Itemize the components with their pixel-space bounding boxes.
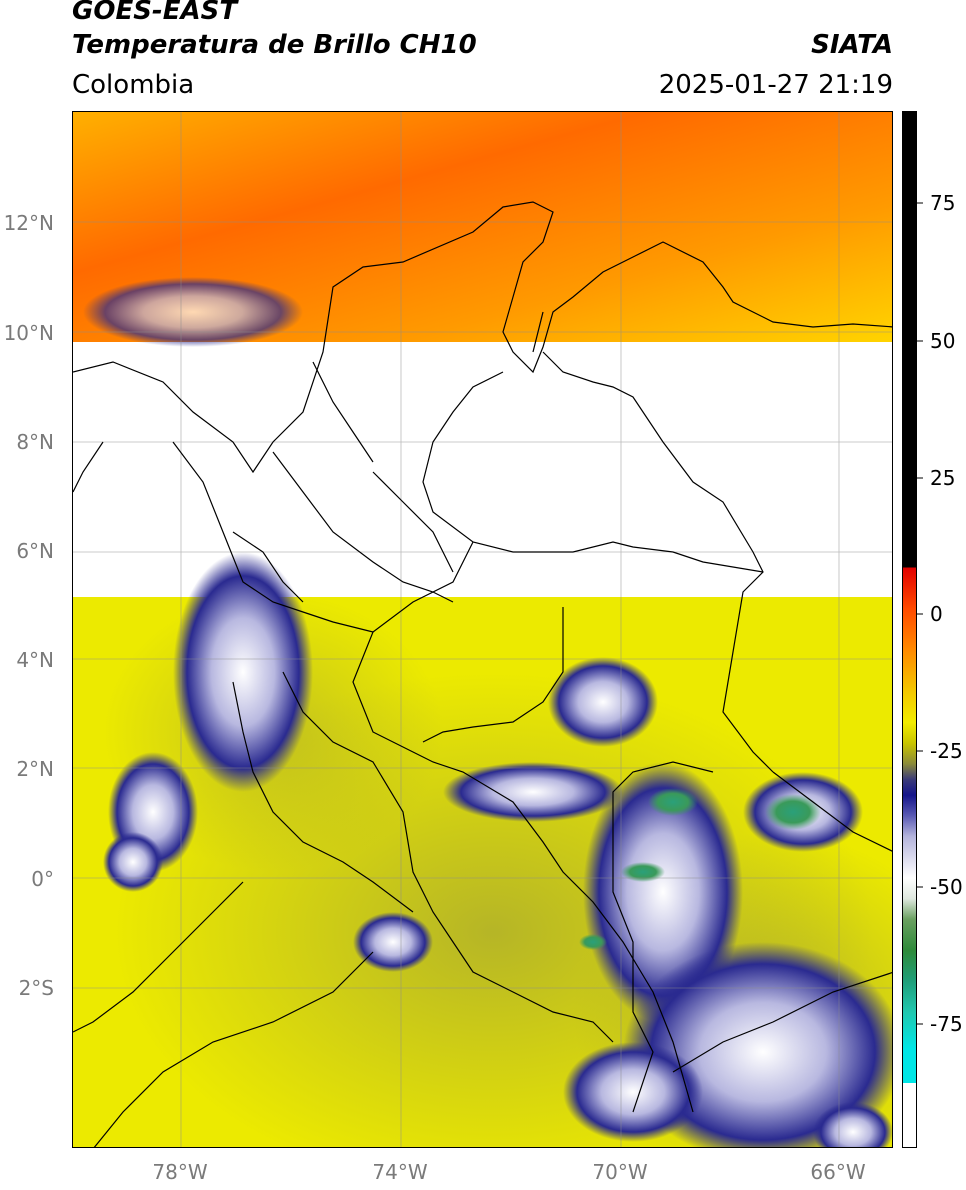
lat-label: 6°N — [16, 539, 54, 563]
graticule — [73, 112, 892, 1147]
lat-label: 10°N — [3, 321, 54, 345]
colorbar-tick-label: 0 — [930, 602, 943, 626]
lat-label: 4°N — [16, 648, 54, 672]
colorbar-tick-label: -50 — [930, 875, 963, 899]
lat-label: 0° — [31, 867, 54, 891]
lon-label: 78°W — [152, 1160, 208, 1184]
colorbar-tick-label: 50 — [930, 329, 956, 353]
lat-label: 12°N — [3, 211, 54, 235]
lon-label: 70°W — [592, 1160, 648, 1184]
lat-label: 2°S — [18, 976, 54, 1000]
colorbar-tick-label: -75 — [930, 1012, 963, 1036]
source-label: SIATA — [811, 30, 893, 60]
satellite-title: GOES-EAST — [72, 0, 238, 26]
region-label: Colombia — [72, 70, 195, 100]
lon-label: 74°W — [372, 1160, 428, 1184]
map-canvas — [73, 112, 892, 1147]
satellite-map — [72, 111, 893, 1148]
datetime-label: 2025-01-27 21:19 — [658, 70, 893, 100]
colorbar-tick-label: 25 — [930, 466, 956, 490]
product-title: Temperatura de Brillo CH10 — [72, 30, 477, 60]
colorbar — [902, 111, 917, 1148]
colorbar-ticks — [917, 202, 923, 1025]
lat-label: 8°N — [16, 430, 54, 454]
colorbar-tick-label: 75 — [930, 191, 956, 215]
colorbar-tick-label: -25 — [930, 739, 963, 763]
nodata-band — [73, 342, 892, 597]
lat-label: 2°N — [16, 757, 54, 781]
lon-label: 66°W — [810, 1160, 866, 1184]
borders — [73, 201, 892, 1147]
